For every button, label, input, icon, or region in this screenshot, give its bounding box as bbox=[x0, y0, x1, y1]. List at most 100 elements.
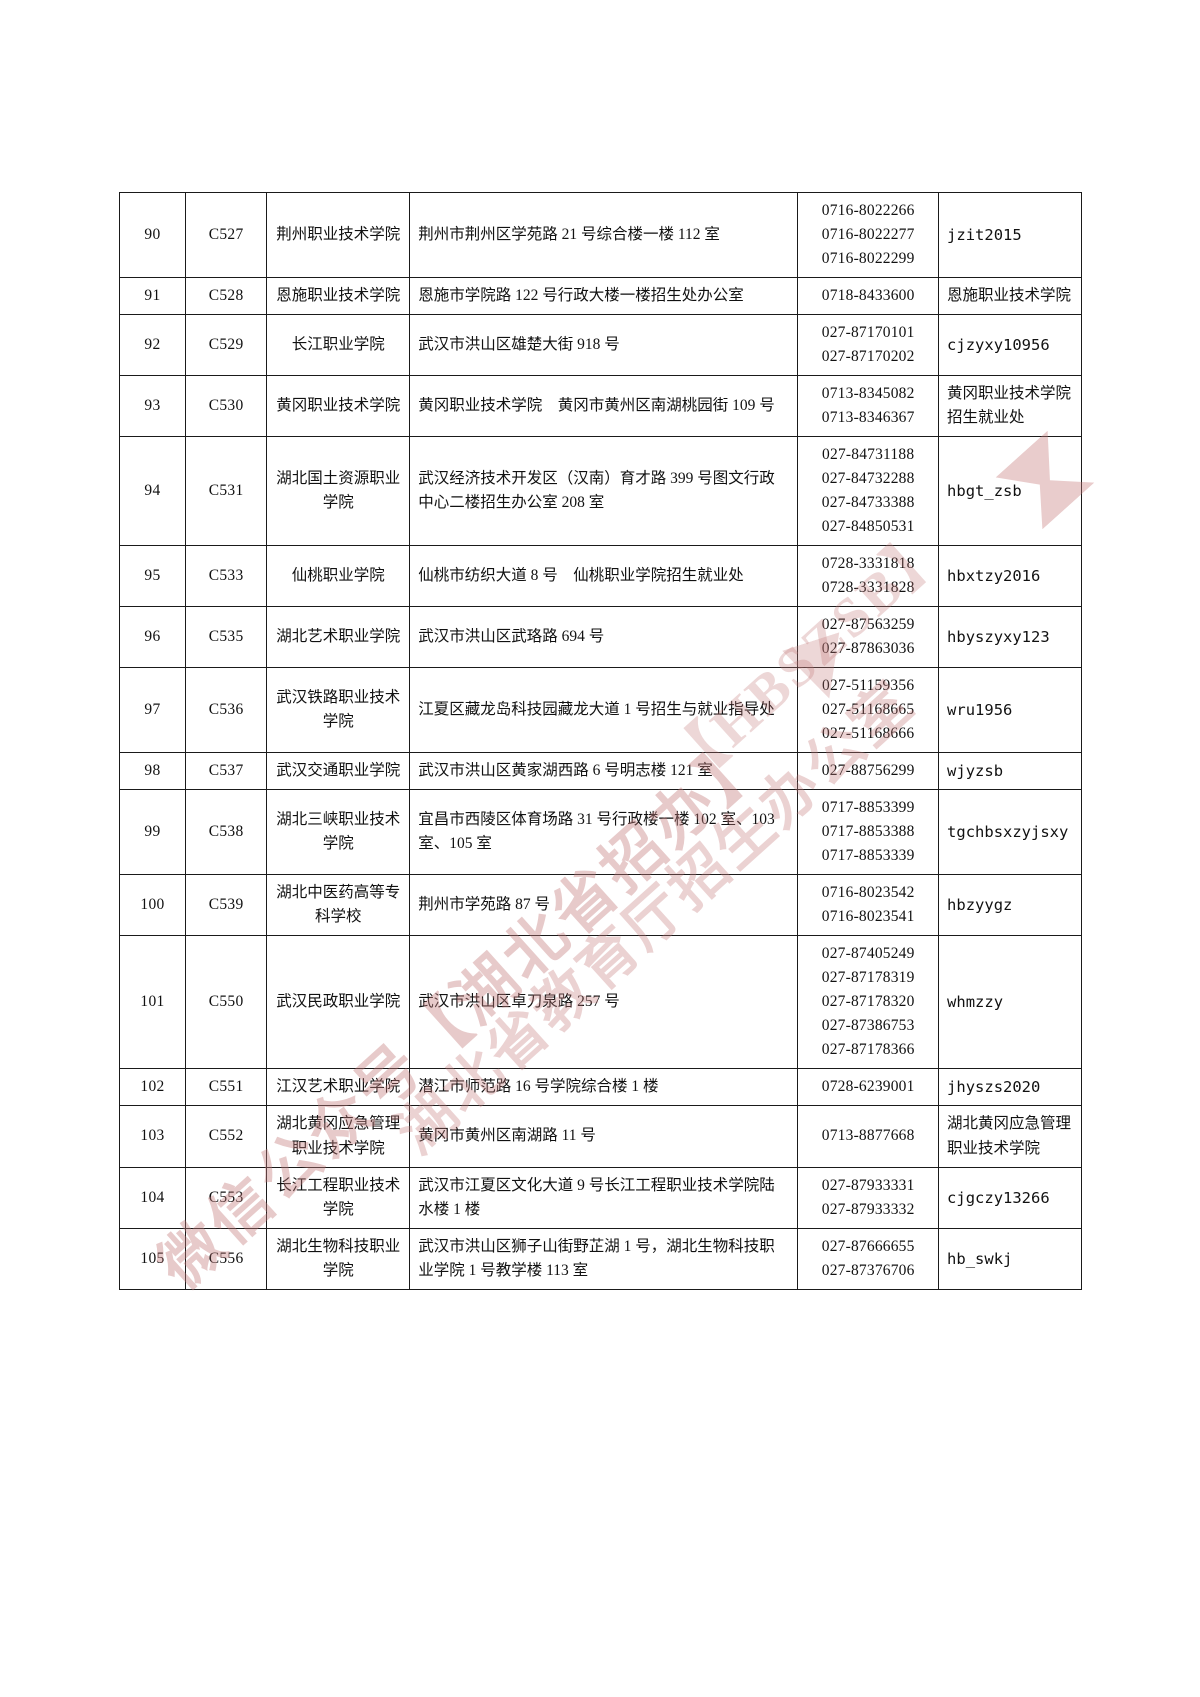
cell-college-name: 湖北中医药高等专科学校 bbox=[266, 874, 411, 937]
cell-college-code: C552 bbox=[184, 1105, 268, 1168]
table-row: 104 C553 长江工程职业技术学院 武汉市江夏区文化大道 9 号长江工程职业技术学… bbox=[119, 1166, 1082, 1229]
cell-telephone: 0717-8853399 0717-8853388 0717-8853339 bbox=[797, 789, 940, 876]
cell-college-name: 武汉铁路职业技术学院 bbox=[266, 667, 411, 754]
cell-index: 99 bbox=[119, 789, 186, 876]
cell-account: cjzyxy10956 bbox=[938, 314, 1082, 377]
cell-account: 恩施职业技术学院 bbox=[938, 277, 1082, 316]
cell-index: 104 bbox=[119, 1166, 186, 1229]
cell-college-name: 武汉交通职业学院 bbox=[266, 752, 411, 791]
cell-address: 荆州市荆州区学苑路 21 号综合楼一楼 112 室 bbox=[409, 191, 799, 279]
cell-college-name: 荆州职业技术学院 bbox=[266, 191, 411, 279]
cell-account: jzit2015 bbox=[938, 191, 1082, 279]
cell-college-code: C553 bbox=[184, 1166, 268, 1229]
cell-college-code: C528 bbox=[184, 277, 268, 316]
table-row: 95 C533 仙桃职业学院 仙桃市纺织大道 8 号 仙桃职业学院招生就业处 0728-… bbox=[119, 545, 1082, 608]
cell-index: 91 bbox=[119, 277, 186, 316]
cell-index: 94 bbox=[119, 436, 186, 547]
cell-college-name: 湖北生物科技职业学院 bbox=[266, 1227, 411, 1290]
cell-address: 武汉市江夏区文化大道 9 号长江工程职业技术学院陆水楼 1 楼 bbox=[409, 1166, 799, 1229]
cell-account: hbxtzy2016 bbox=[938, 545, 1082, 608]
cell-college-code: C536 bbox=[184, 667, 268, 754]
cell-college-code: C556 bbox=[184, 1227, 268, 1290]
cell-telephone: 0728-3331818 0728-3331828 bbox=[797, 545, 940, 608]
cell-college-name: 武汉民政职业学院 bbox=[266, 935, 411, 1070]
cell-college-code: C535 bbox=[184, 606, 268, 669]
table-row: 99 C538 湖北三峡职业技术学院 宜昌市西陵区体育场路 31 号行政楼一楼 102… bbox=[119, 789, 1082, 876]
table-row: 103 C552 湖北黄冈应急管理职业技术学院 黄冈市黄州区南湖路 11 号 0713-… bbox=[119, 1105, 1082, 1168]
cell-index: 103 bbox=[119, 1105, 186, 1168]
cell-college-name: 湖北黄冈应急管理职业技术学院 bbox=[266, 1105, 411, 1168]
table-row: 94 C531 湖北国土资源职业学院 武汉经济技术开发区（汉南）育才路 399 号图文… bbox=[119, 436, 1082, 547]
cell-college-name: 湖北国土资源职业学院 bbox=[266, 436, 411, 547]
cell-account: hb_swkj bbox=[938, 1227, 1082, 1290]
cell-telephone: 0728-6239001 bbox=[797, 1068, 940, 1107]
cell-college-name: 长江工程职业技术学院 bbox=[266, 1166, 411, 1229]
cell-college-code: C531 bbox=[184, 436, 268, 547]
cell-telephone: 027-87933331 027-87933332 bbox=[797, 1166, 940, 1229]
cell-address: 武汉市洪山区雄楚大街 918 号 bbox=[409, 314, 799, 377]
table-row: 92 C529 长江职业学院 武汉市洪山区雄楚大街 918 号 027-87170101… bbox=[119, 314, 1082, 377]
cell-telephone: 0713-8877668 bbox=[797, 1105, 940, 1168]
cell-index: 90 bbox=[119, 191, 186, 279]
cell-telephone: 0713-8345082 0713-8346367 bbox=[797, 375, 940, 438]
cell-address: 武汉市洪山区黄家湖西路 6 号明志楼 121 室 bbox=[409, 752, 799, 791]
cell-account: hbgt_zsb bbox=[938, 436, 1082, 547]
table-row: 100 C539 湖北中医药高等专科学校 荆州市学苑路 87 号 0716-802354… bbox=[119, 874, 1082, 937]
table-row: 105 C556 湖北生物科技职业学院 武汉市洪山区狮子山街野芷湖 1 号，湖北生物科… bbox=[119, 1227, 1082, 1290]
cell-college-name: 湖北三峡职业技术学院 bbox=[266, 789, 411, 876]
table-row: 91 C528 恩施职业技术学院 恩施市学院路 122 号行政大楼一楼招生处办公室 07… bbox=[119, 277, 1082, 316]
cell-index: 92 bbox=[119, 314, 186, 377]
cell-index: 100 bbox=[119, 874, 186, 937]
cell-account: cjgczy13266 bbox=[938, 1166, 1082, 1229]
cell-account: hbyszyxy123 bbox=[938, 606, 1082, 669]
cell-telephone: 027-51159356 027-51168665 027-51168666 bbox=[797, 667, 940, 754]
cell-account: tgchbsxzyjsxy bbox=[938, 789, 1082, 876]
cell-address: 武汉经济技术开发区（汉南）育才路 399 号图文行政中心二楼招生办公室 208 … bbox=[409, 436, 799, 547]
cell-telephone: 0716-8023542 0716-8023541 bbox=[797, 874, 940, 937]
cell-college-name: 仙桃职业学院 bbox=[266, 545, 411, 608]
cell-telephone: 027-87170101 027-87170202 bbox=[797, 314, 940, 377]
cell-index: 95 bbox=[119, 545, 186, 608]
cell-address: 宜昌市西陵区体育场路 31 号行政楼一楼 102 室、103 室、105 室 bbox=[409, 789, 799, 876]
cell-account: jhyszs2020 bbox=[938, 1068, 1082, 1107]
cell-index: 105 bbox=[119, 1227, 186, 1290]
cell-college-code: C527 bbox=[184, 191, 268, 279]
cell-account: 湖北黄冈应急管理职业技术学院 bbox=[938, 1105, 1082, 1168]
cell-college-code: C537 bbox=[184, 752, 268, 791]
cell-address: 武汉市洪山区狮子山街野芷湖 1 号，湖北生物科技职业学院 1 号教学楼 113 … bbox=[409, 1227, 799, 1290]
cell-college-code: C529 bbox=[184, 314, 268, 377]
cell-index: 101 bbox=[119, 935, 186, 1070]
cell-address: 恩施市学院路 122 号行政大楼一楼招生处办公室 bbox=[409, 277, 799, 316]
cell-telephone: 0716-8022266 0716-8022277 0716-8022299 bbox=[797, 191, 940, 279]
cell-telephone: 027-87666655 027-87376706 bbox=[797, 1227, 940, 1290]
cell-account: whmzzy bbox=[938, 935, 1082, 1070]
cell-account: hbzyygz bbox=[938, 874, 1082, 937]
cell-address: 仙桃市纺织大道 8 号 仙桃职业学院招生就业处 bbox=[409, 545, 799, 608]
cell-telephone: 0718-8433600 bbox=[797, 277, 940, 316]
cell-telephone: 027-87405249 027-87178319 027-87178320 0… bbox=[797, 935, 940, 1070]
cell-address: 潜江市师范路 16 号学院综合楼 1 楼 bbox=[409, 1068, 799, 1107]
cell-college-name: 江汉艺术职业学院 bbox=[266, 1068, 411, 1107]
cell-index: 102 bbox=[119, 1068, 186, 1107]
cell-account: wjyzsb bbox=[938, 752, 1082, 791]
table-row: 101 C550 武汉民政职业学院 武汉市洪山区卓刀泉路 257 号 027-87405… bbox=[119, 935, 1082, 1070]
cell-address: 武汉市洪山区卓刀泉路 257 号 bbox=[409, 935, 799, 1070]
table-row: 102 C551 江汉艺术职业学院 潜江市师范路 16 号学院综合楼 1 楼 0728-… bbox=[119, 1068, 1082, 1107]
cell-index: 93 bbox=[119, 375, 186, 438]
table-row: 97 C536 武汉铁路职业技术学院 江夏区藏龙岛科技园藏龙大道 1 号招生与就业指导… bbox=[119, 667, 1082, 754]
cell-account: wru1956 bbox=[938, 667, 1082, 754]
cell-address: 黄冈职业技术学院 黄冈市黄州区南湖桃园街 109 号 bbox=[409, 375, 799, 438]
cell-telephone: 027-87563259 027-87863036 bbox=[797, 606, 940, 669]
cell-index: 97 bbox=[119, 667, 186, 754]
cell-college-code: C530 bbox=[184, 375, 268, 438]
cell-college-name: 湖北艺术职业学院 bbox=[266, 606, 411, 669]
cell-account: 黄冈职业技术学院招生就业处 bbox=[938, 375, 1082, 438]
table-row: 98 C537 武汉交通职业学院 武汉市洪山区黄家湖西路 6 号明志楼 121 室 02… bbox=[119, 752, 1082, 791]
cell-address: 武汉市洪山区武珞路 694 号 bbox=[409, 606, 799, 669]
cell-index: 96 bbox=[119, 606, 186, 669]
table-row: 93 C530 黄冈职业技术学院 黄冈职业技术学院 黄冈市黄州区南湖桃园街 109 号… bbox=[119, 375, 1082, 438]
cell-telephone: 027-84731188 027-84732288 027-84733388 0… bbox=[797, 436, 940, 547]
